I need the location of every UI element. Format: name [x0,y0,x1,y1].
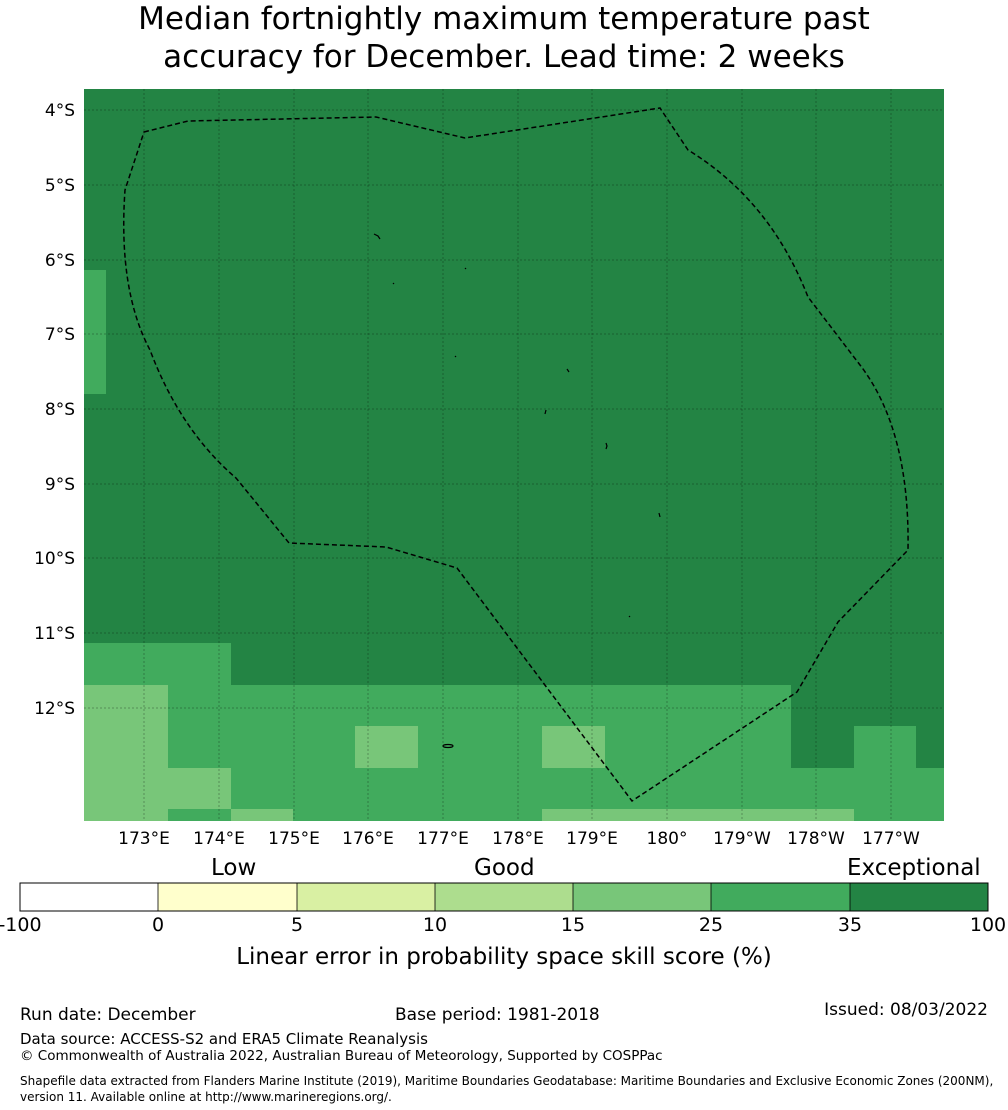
lat-tick-label: 6°S [45,251,75,271]
colorbar-tick: 25 [698,914,724,936]
lon-tick-label: 178°E [492,829,544,849]
issued-date: Issued: 08/03/2022 [824,1000,988,1020]
skill-cells-very-good-2 [854,726,944,821]
map-title: Median fortnightly maximum temperature p… [0,0,1008,76]
colorbar-tick: 100 [969,914,1007,936]
lat-tick-label: 10°S [34,549,75,569]
title-line-2: accuracy for December. Lead time: 2 week… [163,39,845,75]
colorbar-tick: -100 [0,914,42,936]
colorbar-segment [158,883,297,911]
title-line-1: Median fortnightly maximum temperature p… [138,1,870,37]
skill-cells-good-high [84,685,854,821]
colorbar-segment [20,883,158,911]
lon-tick-label: 175°E [268,829,320,849]
lon-tick-label: 180° [647,829,688,849]
lat-tick-label: 11°S [34,624,75,644]
longitude-labels: 173°E 174°E 175°E 176°E 177°E 178°E 179°… [118,829,920,849]
colorbar-segment [850,883,988,911]
lat-tick-label: 12°S [34,699,75,719]
colorbar-tick: 10 [422,914,448,936]
colorbar-segment [711,883,850,911]
colorbar-tick: 15 [560,914,586,936]
base-period: Base period: 1981-2018 [395,1005,600,1025]
lon-tick-label: 179°W [713,829,771,849]
lon-tick-label: 178°W [787,829,845,849]
category-low: Low [211,855,257,881]
lat-tick-label: 7°S [45,325,75,345]
lat-tick-label: 8°S [45,400,75,420]
shapefile-line-1: Shapefile data extracted from Flanders M… [20,1074,994,1088]
lon-tick-label: 177°W [862,829,920,849]
colorbar-tick: 0 [151,914,165,936]
lon-tick-label: 179°E [566,829,618,849]
lat-tick-label: 5°S [45,176,75,196]
lon-tick-label: 177°E [417,829,469,849]
lon-tick-label: 173°E [118,829,170,849]
islands [373,233,661,749]
colorbar-segment [435,883,573,911]
copyright: © Commonwealth of Australia 2022, Austra… [20,1048,663,1064]
colorbar-segment [573,883,711,911]
graticule [84,89,944,821]
data-source: Data source: ACCESS-S2 and ERA5 Climate … [20,1030,428,1048]
lon-tick-label: 176°E [342,829,394,849]
eez-boundary [123,107,909,803]
shapefile-line-2: version 11. Available online at http://w… [20,1090,392,1104]
colorbar-frame [19,882,989,912]
latitude-labels: 4°S 5°S 6°S 7°S 8°S 9°S 10°S 11°S 12°S [34,101,75,719]
shapefile-credit: Shapefile data extracted from Flanders M… [20,1073,1000,1105]
colorbar-label: Linear error in probability space skill … [236,944,772,970]
colorbar-tick: 5 [290,914,304,936]
colorbar [19,882,989,912]
category-exceptional: Exceptional [847,855,981,881]
colorbar-tick: 35 [837,914,863,936]
lon-tick-label: 174°E [193,829,245,849]
lat-tick-label: 4°S [45,101,75,121]
lat-tick-label: 9°S [45,475,75,495]
run-date: Run date: December [20,1005,196,1025]
colorbar-segment [297,883,435,911]
category-good: Good [474,855,535,881]
